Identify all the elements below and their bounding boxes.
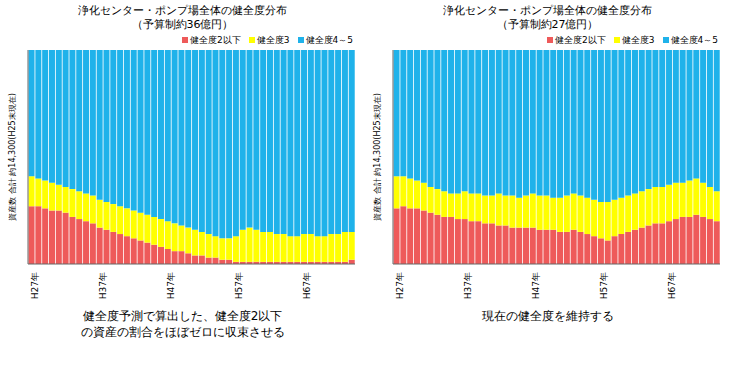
html-text:浄化センター・ポンプ場全体の健全度分布: 浄化センター・ポンプ場全体の健全度分布 xyxy=(443,4,652,17)
svg-text:H67年: H67年 xyxy=(302,272,312,299)
html-text:健全度2以下: 健全度2以下 xyxy=(190,34,241,45)
svg-text:資産数 合計 約14,300(H25末現在): 資産数 合計 約14,300(H25末現在) xyxy=(8,93,17,221)
svg-text:H47年: H47年 xyxy=(166,272,176,299)
html-text:健全度予測で算出した、健全度2以下: 健全度予測で算出した、健全度2以下 xyxy=(82,309,283,323)
svg-text:資産数 合計 約14,300(H25末現在): 資産数 合計 約14,300(H25末現在) xyxy=(373,93,382,221)
svg-text:H27年: H27年 xyxy=(395,272,405,299)
html-text:健全度3: 健全度3 xyxy=(256,34,290,45)
svg-text:H37年: H37年 xyxy=(463,272,473,299)
svg-text:H27年: H27年 xyxy=(30,272,40,299)
svg-text:H37年: H37年 xyxy=(98,272,108,299)
html-text:健全度3: 健全度3 xyxy=(621,34,655,45)
html-text:健全度2以下: 健全度2以下 xyxy=(555,34,606,45)
html-text:（予算制約27億円）: （予算制約27億円） xyxy=(496,18,599,31)
svg-text:H47年: H47年 xyxy=(531,272,541,299)
svg-text:H57年: H57年 xyxy=(234,272,244,299)
html-text:（予算制約36億円）: （予算制約36億円） xyxy=(131,18,234,31)
html-text:浄化センター・ポンプ場全体の健全度分布: 浄化センター・ポンプ場全体の健全度分布 xyxy=(78,4,287,17)
html-text:現在の健全度を維持する: 現在の健全度を維持する xyxy=(481,309,614,323)
svg-text:H67年: H67年 xyxy=(667,272,677,299)
html-text:健全度4～5: 健全度4～5 xyxy=(670,34,718,45)
svg-text:H57年: H57年 xyxy=(599,272,609,299)
html-text:健全度4～5: 健全度4～5 xyxy=(305,34,353,45)
html-text:の資産の割合をほぼゼロに収束させる: の資産の割合をほぼゼロに収束させる xyxy=(80,325,285,339)
